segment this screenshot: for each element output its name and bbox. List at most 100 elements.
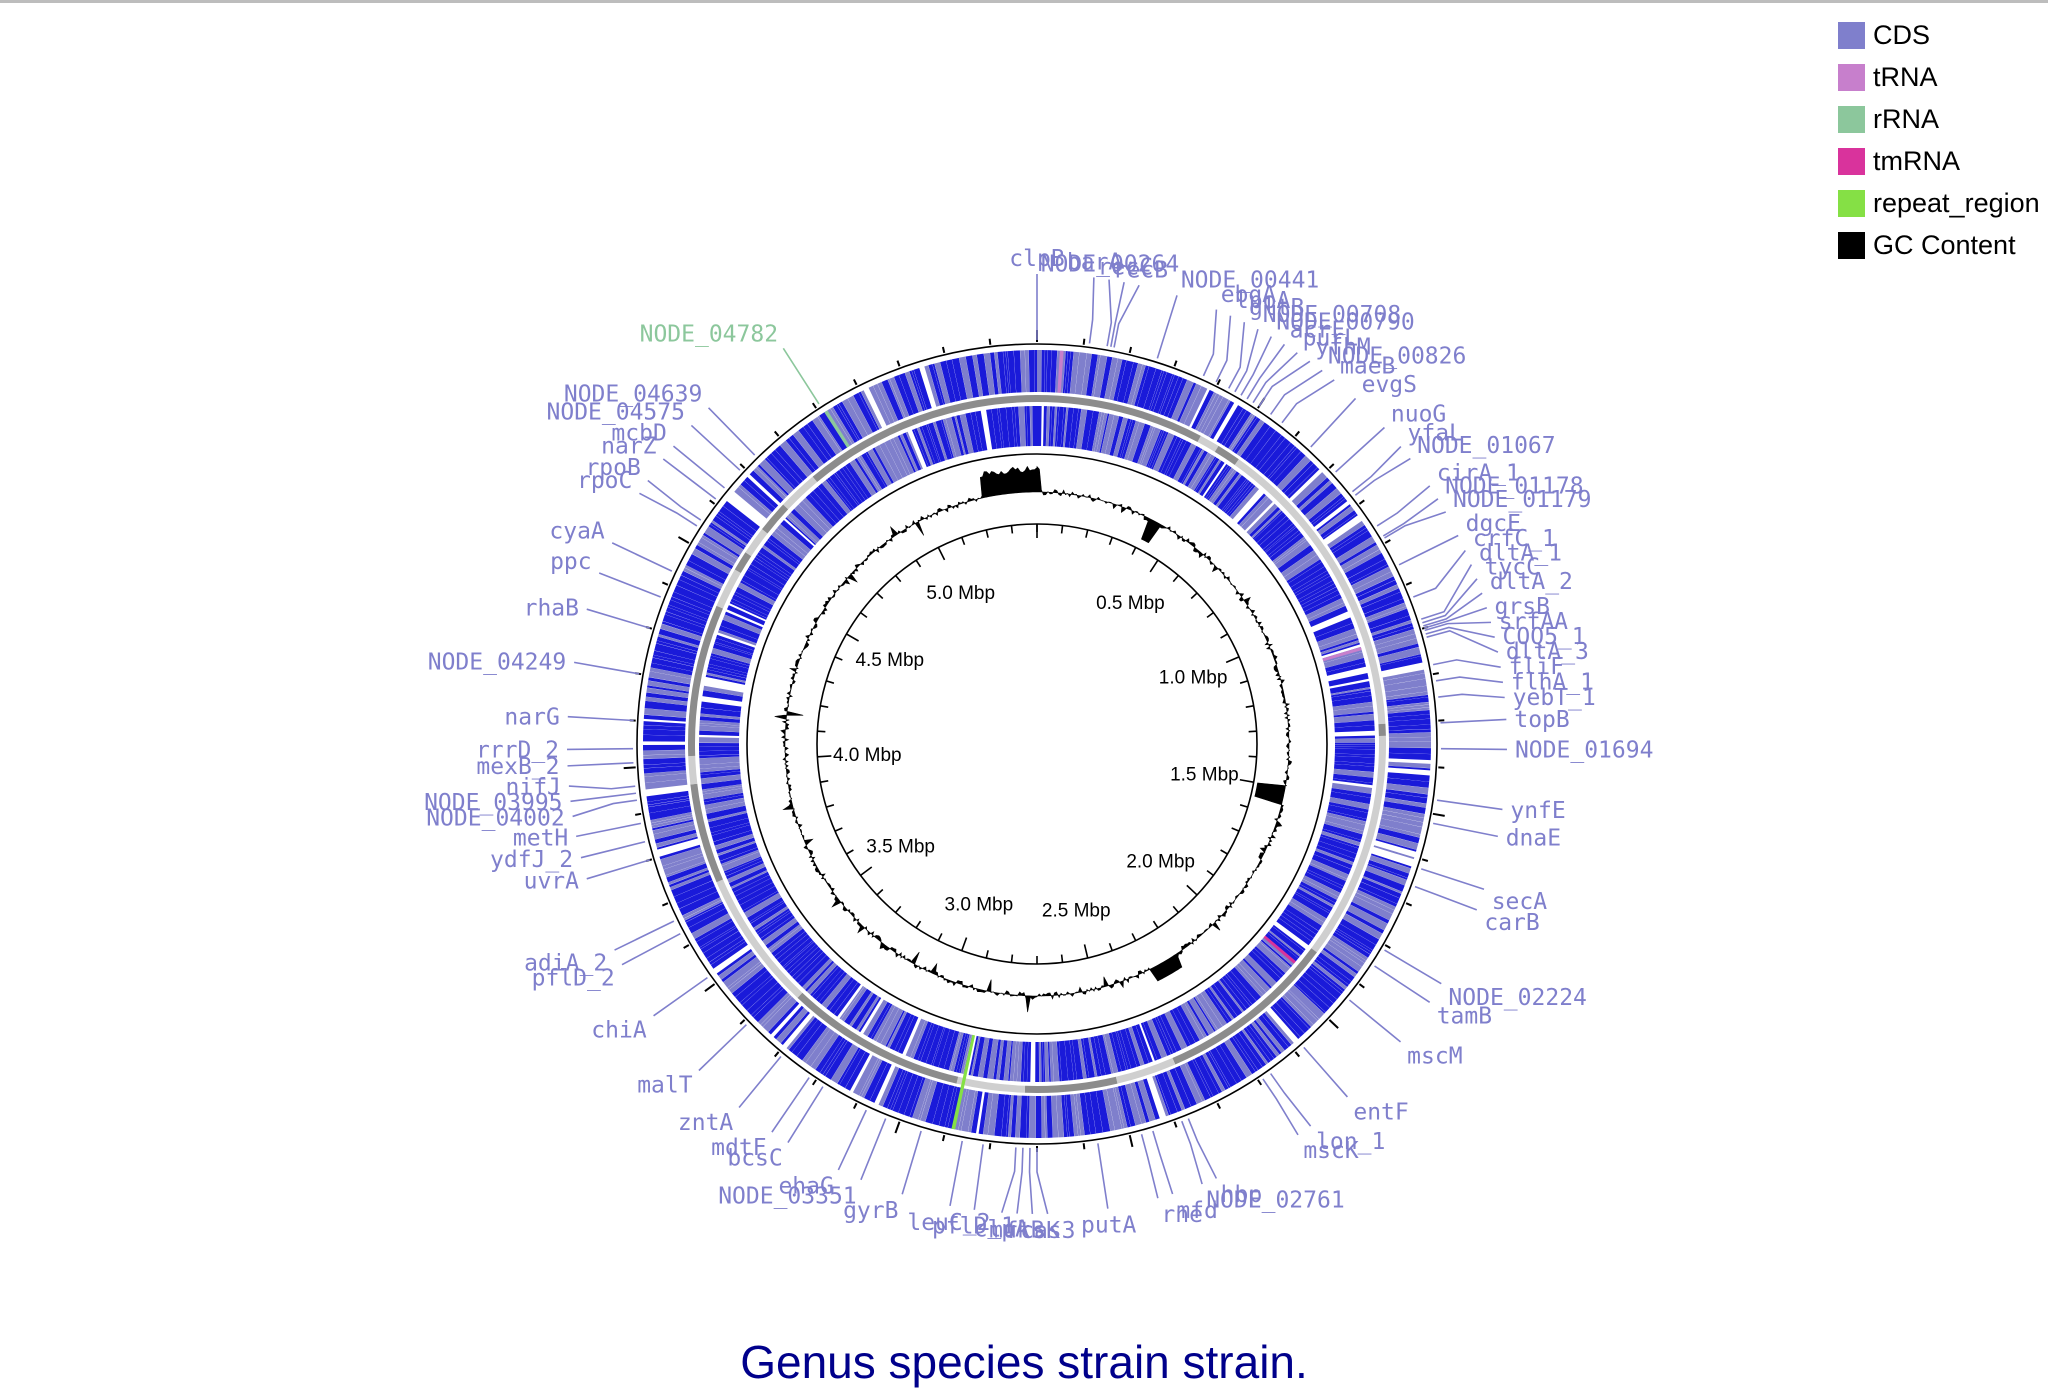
cds-feature: [1329, 797, 1370, 810]
cds-feature: [958, 1088, 970, 1131]
cds-feature: [1388, 718, 1431, 727]
gene-label: dltA_3: [1506, 639, 1589, 665]
cds-feature: [890, 1070, 908, 1111]
gene-label: grsB: [1495, 594, 1550, 620]
cds-feature: [756, 466, 788, 498]
gene-leader-line: [1422, 578, 1478, 624]
cds-feature: [1307, 864, 1346, 887]
cds-feature: [879, 442, 903, 481]
cds-feature: [1035, 1095, 1042, 1139]
cds-feature: [780, 1011, 810, 1046]
gene-leader-line: [1016, 1147, 1024, 1214]
gene-leader-line: [837, 1109, 867, 1171]
outer-tick: [811, 1079, 817, 1086]
cds-feature: [810, 964, 839, 997]
outer-tick: [1328, 1019, 1339, 1029]
cds-feature: [741, 575, 779, 600]
contig-segment: [1037, 395, 1201, 443]
cds-feature: [1327, 810, 1367, 822]
cds-feature: [1146, 429, 1163, 468]
gene-label: mcbD: [611, 420, 666, 446]
cds-feature: [1334, 720, 1375, 728]
cds-feature: [679, 575, 719, 597]
contig-segment: [734, 552, 752, 573]
cds-feature: [1331, 787, 1372, 798]
cds-feature: [1256, 942, 1290, 974]
cds-feature: [951, 357, 968, 401]
cds-feature: [1131, 364, 1146, 406]
cds-feature: [1253, 512, 1287, 543]
outer-tick: [1405, 581, 1413, 586]
cds-feature: [760, 994, 792, 1027]
cds-feature: [1160, 436, 1182, 475]
cds-feature: [1106, 1087, 1122, 1131]
cds-feature: [1084, 1092, 1096, 1135]
cds-feature: [931, 1027, 946, 1066]
cds-feature: [1281, 912, 1317, 939]
cds-feature: [1102, 1034, 1114, 1074]
gene-leader-line: [1432, 659, 1501, 668]
cds-feature: [910, 1020, 928, 1059]
cds-feature: [1077, 1038, 1087, 1079]
legend-item: repeat_region: [1838, 182, 2040, 224]
scale-tick: [846, 633, 859, 642]
cds-feature: [648, 671, 692, 685]
cds-feature: [863, 999, 888, 1037]
cds-feature: [1355, 576, 1396, 598]
cds-feature: [1333, 773, 1374, 784]
cds-feature: [753, 988, 788, 1023]
cds-feature: [1339, 918, 1380, 945]
cds-feature: [1181, 448, 1203, 485]
cds-feature: [718, 951, 755, 980]
outer-tick: [683, 944, 690, 949]
cds-feature: [1139, 426, 1156, 465]
legend-item: rRNA: [1838, 98, 2040, 140]
gene-leader-line: [1269, 369, 1323, 415]
cds-feature: [1387, 714, 1431, 722]
cds-feature: [747, 897, 784, 922]
cds-feature: [643, 734, 686, 742]
cds-feature: [1124, 420, 1140, 460]
cds-feature: [757, 912, 794, 939]
cds-feature: [1224, 410, 1252, 449]
cds-feature: [1206, 987, 1233, 1022]
cds-feature: [1385, 685, 1428, 697]
cds-feature: [1312, 498, 1348, 528]
cds-feature: [1388, 761, 1431, 769]
cds-feature: [1093, 1035, 1106, 1076]
gene-leader-line: [653, 976, 708, 1017]
cds-feature: [1099, 413, 1110, 453]
cds-feature: [1281, 994, 1314, 1027]
gene-leader-line: [1351, 445, 1402, 493]
cds-feature: [644, 773, 687, 783]
gene-leader-line: [1440, 718, 1507, 724]
cds-feature: [812, 416, 841, 455]
cds-feature: [1056, 1095, 1064, 1138]
cds-feature: [807, 420, 837, 458]
cds-feature: [942, 418, 957, 458]
cds-feature: [829, 473, 858, 509]
cds-feature: [1240, 422, 1271, 461]
cds-feature: [1102, 1089, 1115, 1132]
cds-feature: [1334, 753, 1375, 758]
cds-feature: [1351, 895, 1393, 921]
cds-feature: [1016, 1041, 1023, 1082]
cds-feature: [1120, 1028, 1137, 1069]
cds-feature: [948, 1031, 961, 1071]
cds-feature: [684, 565, 724, 587]
cds-feature: [951, 416, 965, 456]
scale-label: 5.0 Mbp: [926, 583, 995, 604]
map-caption: Genus species strain strain.: [740, 1336, 1308, 1388]
cds-feature: [1056, 406, 1064, 447]
cds-feature: [1367, 863, 1408, 880]
cds-feature: [703, 532, 740, 558]
gene-label: NODE_00708: [1263, 302, 1401, 328]
cds-feature: [1225, 973, 1253, 1007]
cds-feature: [773, 1005, 804, 1040]
cds-feature: [1188, 997, 1215, 1035]
scale-tick: [1239, 804, 1248, 808]
outer-tick: [661, 581, 669, 586]
cds-feature: [702, 690, 743, 702]
cds-feature: [785, 437, 816, 473]
gene-leader-line: [1384, 949, 1442, 985]
